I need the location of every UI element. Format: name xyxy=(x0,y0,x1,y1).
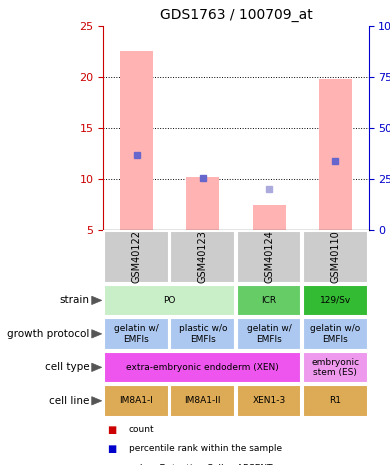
Text: R1: R1 xyxy=(330,396,341,405)
Polygon shape xyxy=(92,330,102,338)
Text: IM8A1-I: IM8A1-I xyxy=(120,396,153,405)
Text: cell type: cell type xyxy=(45,362,90,372)
Bar xyxy=(319,79,352,230)
Text: GSM40122: GSM40122 xyxy=(131,231,142,283)
Text: PO: PO xyxy=(163,296,176,305)
Text: percentile rank within the sample: percentile rank within the sample xyxy=(129,444,282,453)
Text: gelatin w/
EMFIs: gelatin w/ EMFIs xyxy=(114,324,159,344)
Text: value, Detection Call = ABSENT: value, Detection Call = ABSENT xyxy=(129,464,272,465)
Polygon shape xyxy=(92,397,102,405)
Polygon shape xyxy=(92,363,102,372)
Text: cell line: cell line xyxy=(49,396,90,406)
Text: XEN1-3: XEN1-3 xyxy=(252,396,286,405)
Bar xyxy=(253,205,285,230)
Bar xyxy=(186,177,219,230)
Text: GSM40124: GSM40124 xyxy=(264,231,274,283)
Text: strain: strain xyxy=(60,295,90,306)
Polygon shape xyxy=(92,296,102,305)
Bar xyxy=(120,51,153,230)
Text: plastic w/o
EMFIs: plastic w/o EMFIs xyxy=(179,324,227,344)
Text: ■: ■ xyxy=(107,444,117,454)
Text: growth protocol: growth protocol xyxy=(7,329,90,339)
Text: gelatin w/
EMFIs: gelatin w/ EMFIs xyxy=(247,324,291,344)
Text: 129/Sv: 129/Sv xyxy=(320,296,351,305)
Text: extra-embryonic endoderm (XEN): extra-embryonic endoderm (XEN) xyxy=(126,363,279,372)
Text: GSM40110: GSM40110 xyxy=(330,231,340,283)
Text: count: count xyxy=(129,425,154,433)
Text: GSM40123: GSM40123 xyxy=(198,231,208,283)
Text: IM8A1-II: IM8A1-II xyxy=(184,396,221,405)
Text: gelatin w/o
EMFIs: gelatin w/o EMFIs xyxy=(310,324,360,344)
Text: ■: ■ xyxy=(107,425,117,435)
Text: ICR: ICR xyxy=(262,296,277,305)
Title: GDS1763 / 100709_at: GDS1763 / 100709_at xyxy=(160,8,312,22)
Text: embryonic
stem (ES): embryonic stem (ES) xyxy=(311,358,360,377)
Text: ■: ■ xyxy=(107,464,117,465)
